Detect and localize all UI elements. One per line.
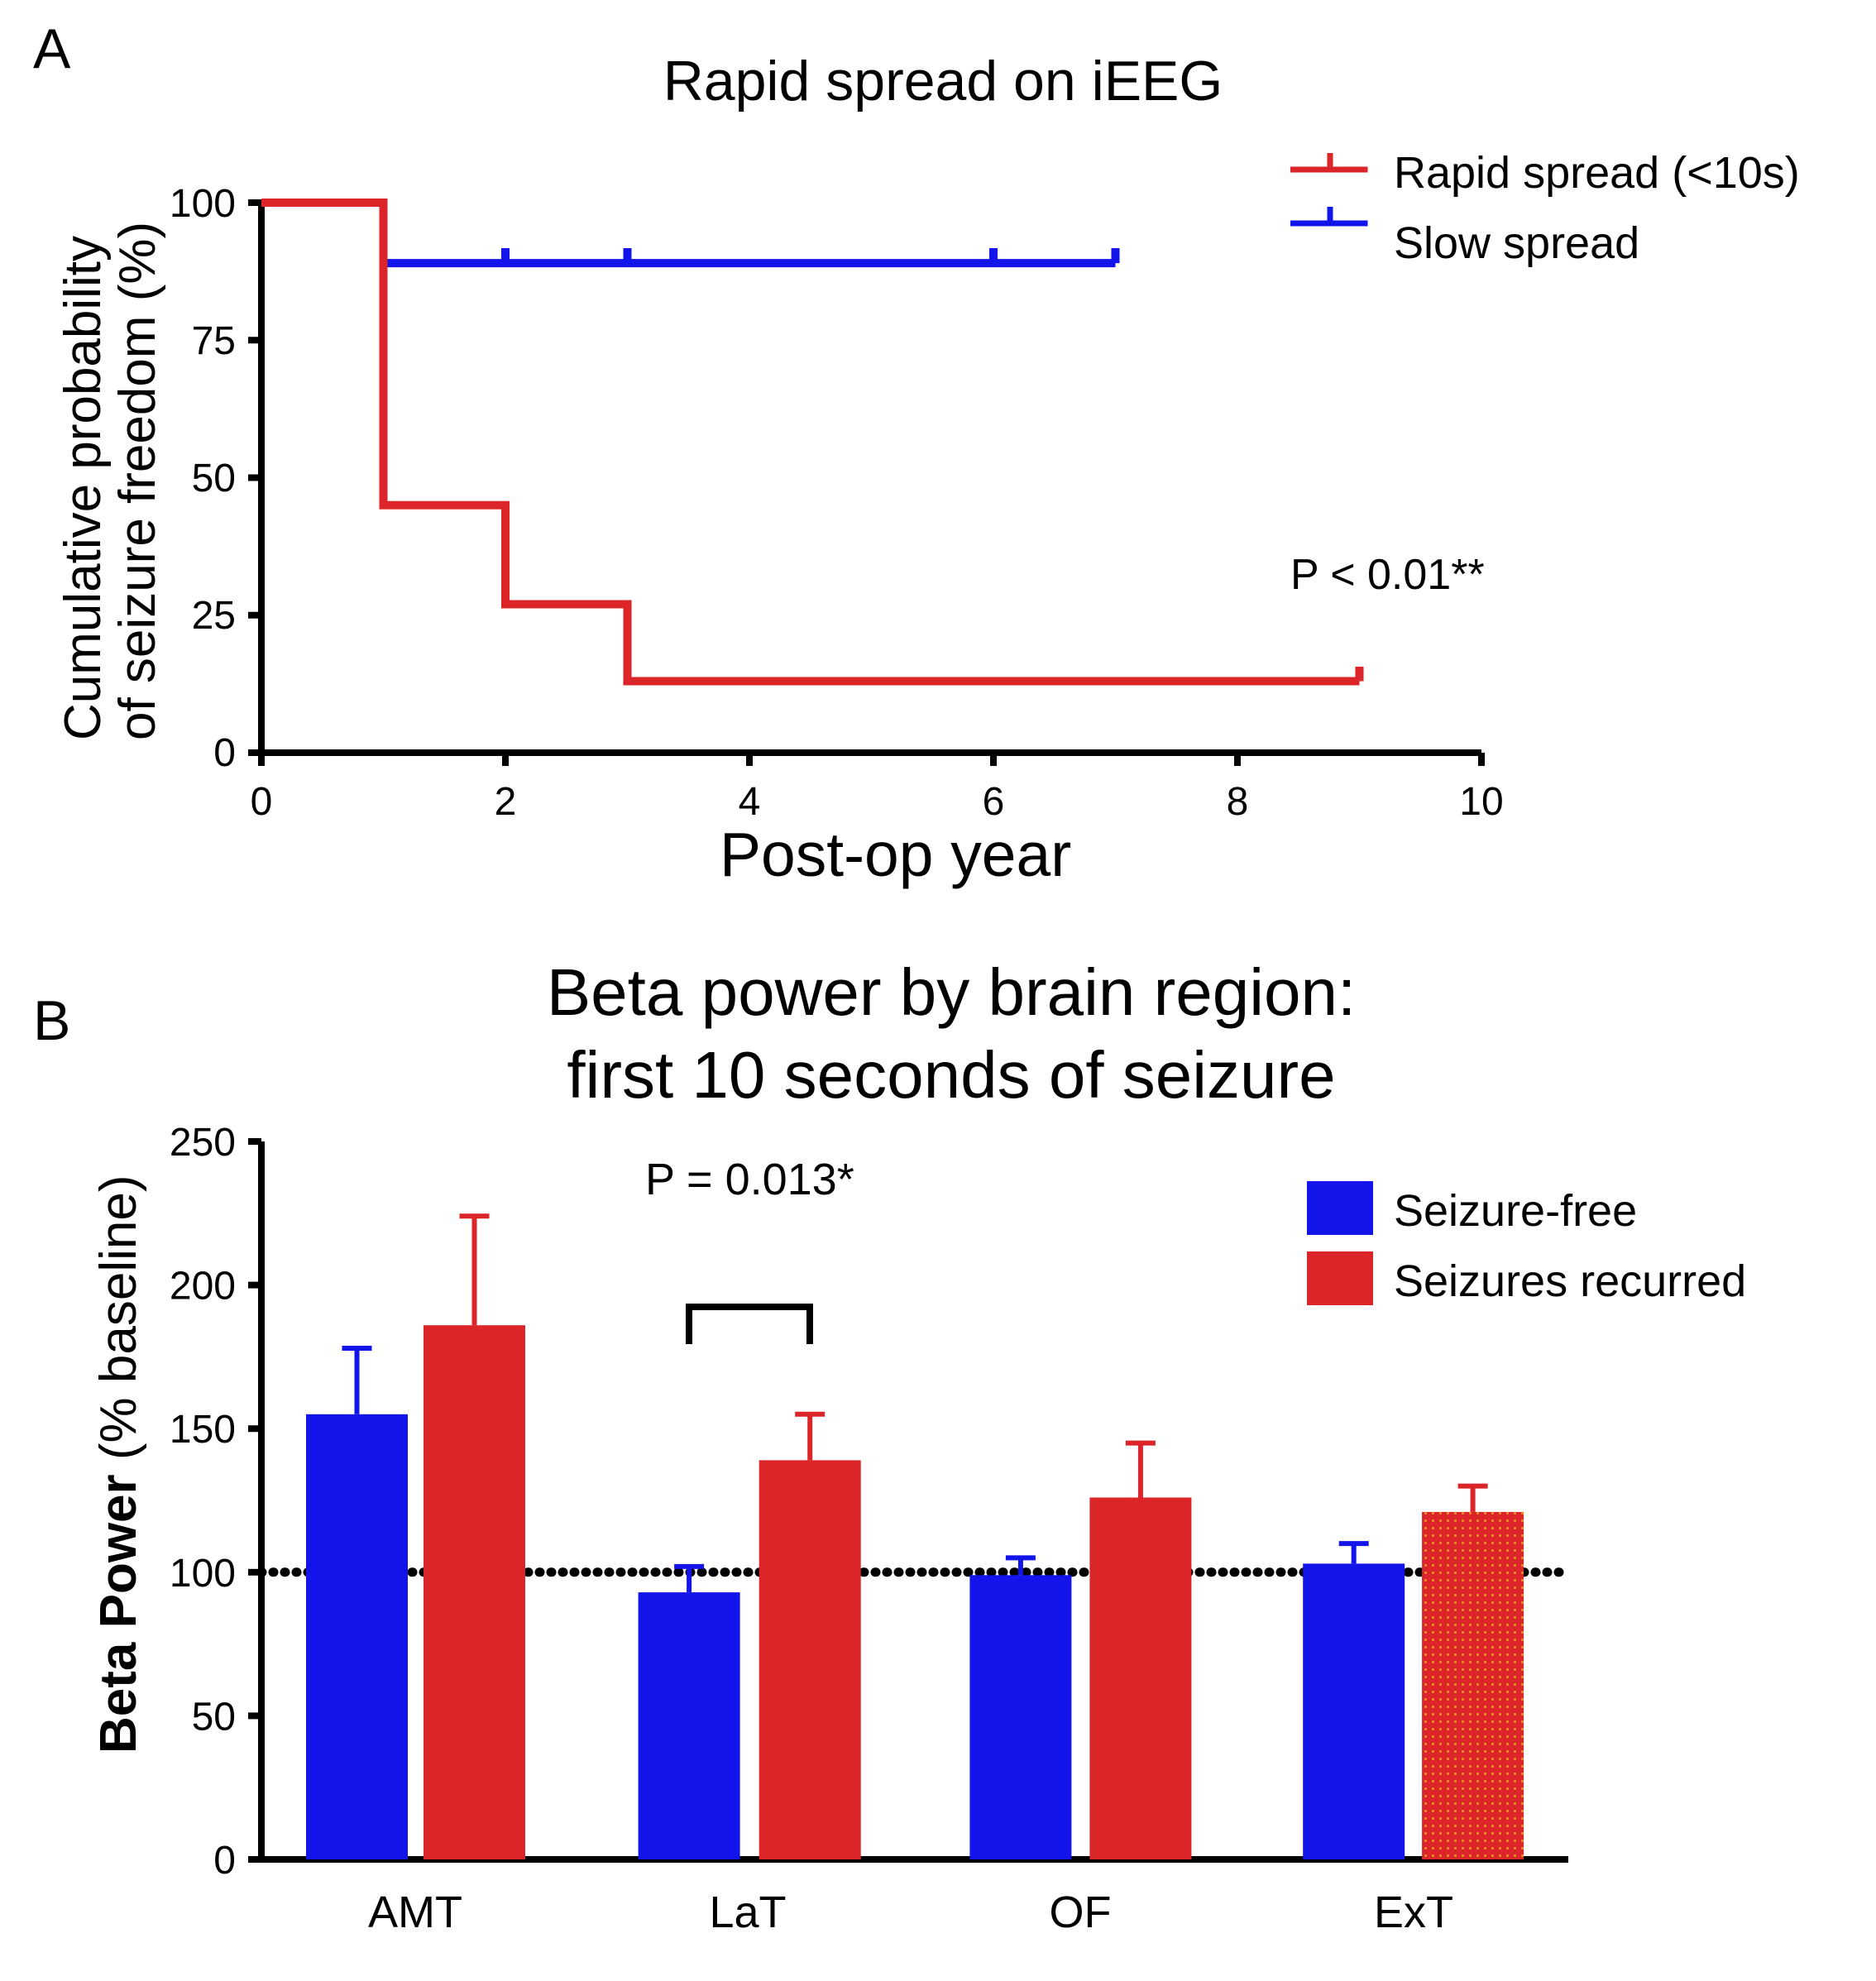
svg-text:LaT: LaT xyxy=(709,1888,786,1937)
svg-text:2: 2 xyxy=(495,780,517,824)
svg-text:25: 25 xyxy=(192,594,236,638)
svg-text:250: 250 xyxy=(170,1121,236,1165)
svg-text:100: 100 xyxy=(170,1552,236,1596)
svg-text:ExT: ExT xyxy=(1374,1888,1453,1937)
svg-text:150: 150 xyxy=(170,1408,236,1452)
svg-text:200: 200 xyxy=(170,1265,236,1309)
svg-text:50: 50 xyxy=(192,457,236,500)
svg-text:6: 6 xyxy=(983,780,1005,824)
svg-text:75: 75 xyxy=(192,319,236,363)
svg-text:OF: OF xyxy=(1050,1888,1112,1937)
svg-text:10: 10 xyxy=(1459,780,1503,824)
svg-text:50: 50 xyxy=(192,1695,236,1739)
svg-text:AMT: AMT xyxy=(368,1888,462,1937)
svg-text:0: 0 xyxy=(251,780,273,824)
svg-text:4: 4 xyxy=(739,780,761,824)
svg-text:100: 100 xyxy=(170,182,236,226)
svg-text:0: 0 xyxy=(213,731,236,775)
svg-text:0: 0 xyxy=(213,1839,236,1883)
svg-text:8: 8 xyxy=(1227,780,1249,824)
